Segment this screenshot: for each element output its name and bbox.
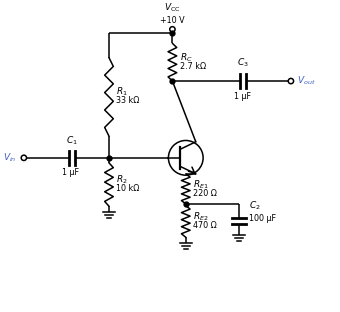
Circle shape [170,27,175,32]
Text: $R_{E2}$: $R_{E2}$ [193,211,209,223]
Text: $R_1$: $R_1$ [116,85,128,98]
Text: 1 μF: 1 μF [234,92,251,101]
Text: 33 kΩ: 33 kΩ [116,96,140,105]
Text: $R_C$: $R_C$ [180,52,192,65]
Text: 10 kΩ: 10 kΩ [116,184,140,193]
Text: $C_1$: $C_1$ [66,135,78,147]
Text: $V_\mathrm{CC}$: $V_\mathrm{CC}$ [164,2,181,14]
Text: $R_2$: $R_2$ [116,174,128,187]
Text: $C_3$: $C_3$ [237,57,249,69]
Circle shape [288,78,293,84]
Text: 2.7 kΩ: 2.7 kΩ [180,62,206,71]
Text: $C_2$: $C_2$ [249,199,261,212]
Text: $V_{out}$: $V_{out}$ [297,75,316,87]
Text: 1 μF: 1 μF [62,168,79,177]
Circle shape [21,155,27,160]
Text: 100 μF: 100 μF [249,214,276,223]
Text: +10 V: +10 V [160,16,185,25]
Text: 220 Ω: 220 Ω [193,189,217,198]
Text: 470 Ω: 470 Ω [193,221,217,230]
Text: $R_{E1}$: $R_{E1}$ [193,178,209,191]
Text: $V_{in}$: $V_{in}$ [3,152,17,164]
